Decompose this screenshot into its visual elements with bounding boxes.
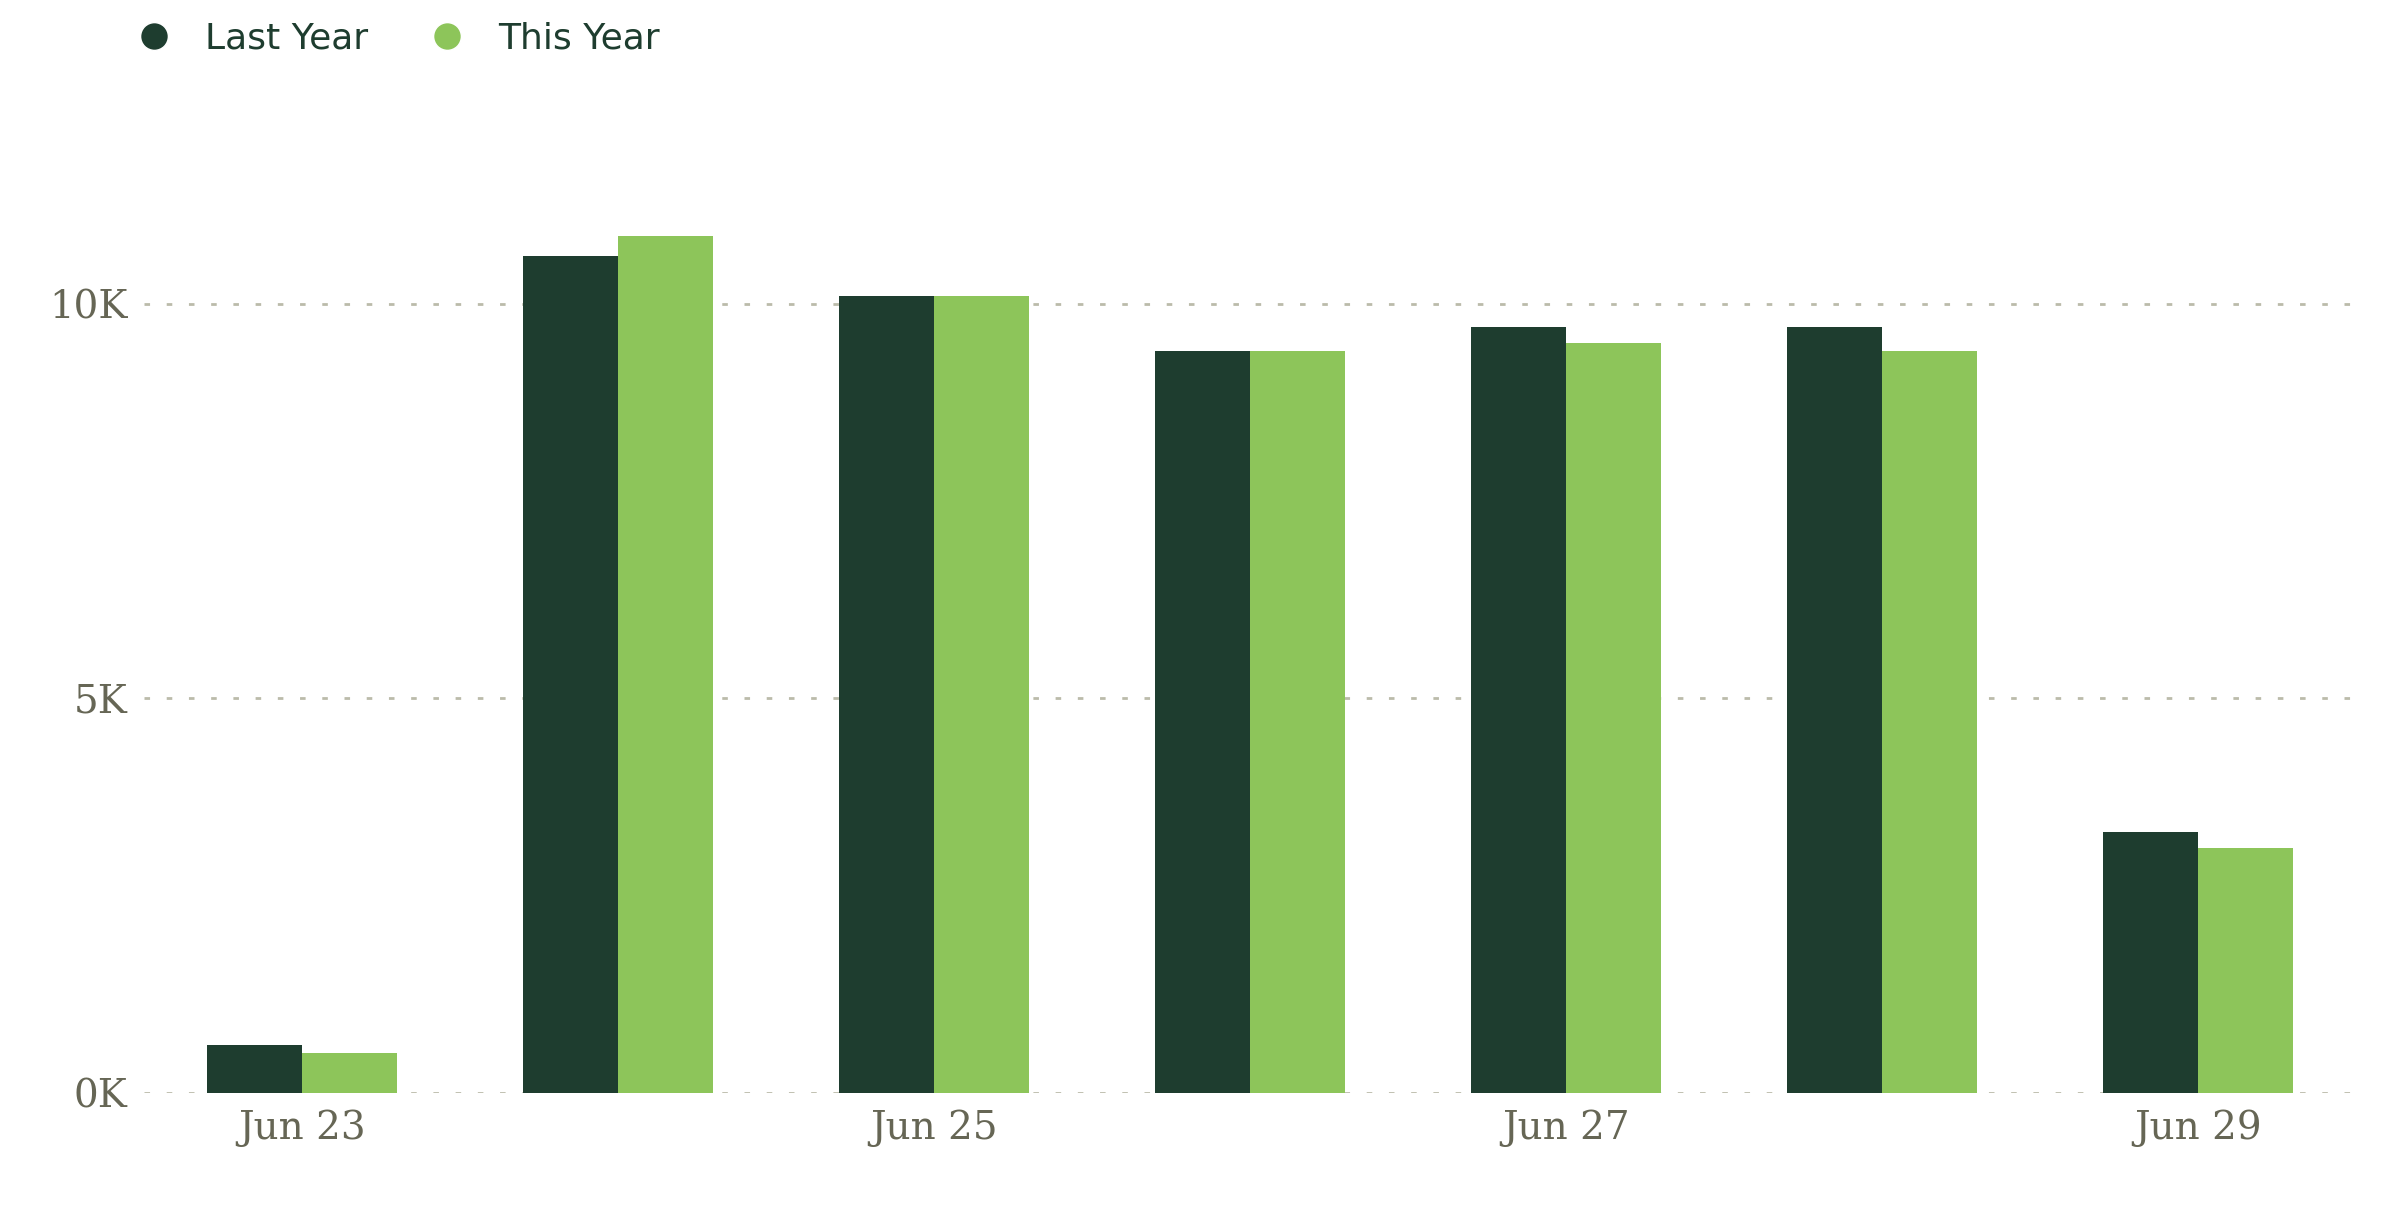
Bar	[1471, 328, 1565, 1093]
Bar	[303, 1054, 397, 1093]
Bar	[524, 256, 618, 1093]
Bar	[935, 296, 1029, 1093]
Legend: Last Year, This Year: Last Year, This Year	[118, 22, 659, 56]
Bar	[1565, 342, 1661, 1093]
Bar	[207, 1045, 303, 1093]
Bar	[1156, 351, 1250, 1093]
Bar	[2197, 847, 2293, 1093]
Bar	[618, 237, 714, 1093]
Bar	[1882, 351, 1976, 1093]
Bar	[1250, 351, 1344, 1093]
Bar	[839, 296, 935, 1093]
Bar	[2104, 833, 2197, 1093]
Bar	[1786, 328, 1882, 1093]
